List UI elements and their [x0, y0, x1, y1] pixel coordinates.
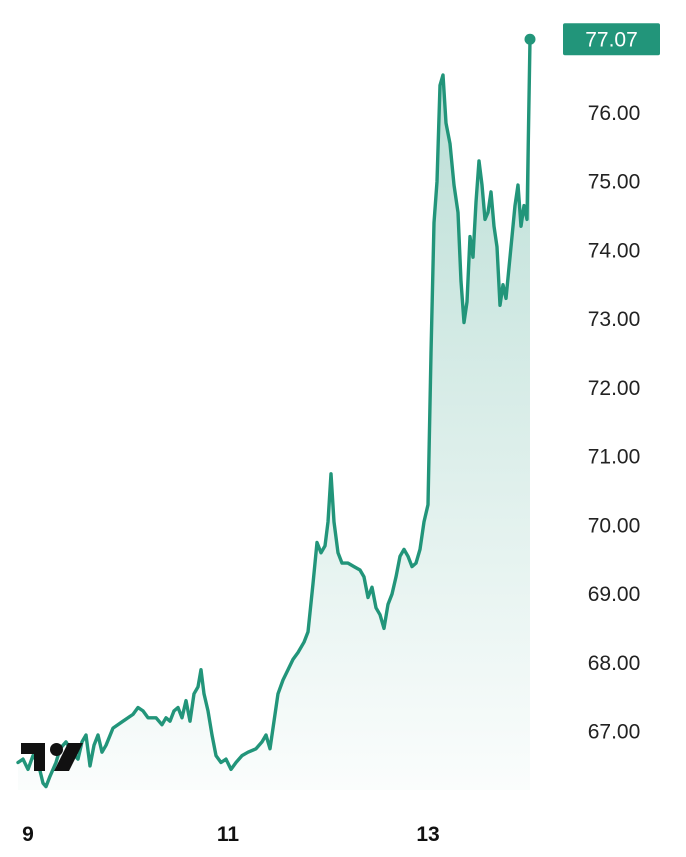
- y-tick-label: 67.00: [588, 721, 641, 744]
- y-tick-label: 71.00: [588, 446, 641, 469]
- last-price-label: 77.07: [585, 28, 638, 51]
- tradingview-logo-icon: [21, 743, 83, 771]
- y-tick-label: 70.00: [588, 514, 641, 537]
- y-tick-label: 73.00: [588, 308, 641, 331]
- y-axis: 67.00 68.00 69.00 70.00 71.00 72.00 73.00 74.00…: [588, 102, 641, 744]
- y-tick-label: 72.00: [588, 377, 641, 400]
- series-area: [18, 39, 530, 791]
- last-price-dot: [524, 33, 536, 45]
- tradingview-logo-slash: [54, 743, 83, 771]
- y-tick-label: 75.00: [588, 171, 641, 194]
- series-line: [16, 37, 532, 789]
- last-price-badge-bg: [563, 23, 660, 56]
- x-tick-label: 13: [416, 823, 439, 846]
- y-tick-label: 69.00: [588, 583, 641, 606]
- y-tick-label: 74.00: [588, 239, 641, 262]
- y-tick-label: 76.00: [588, 102, 641, 125]
- x-tick-label: 11: [217, 823, 240, 846]
- x-axis: 9 11 13: [22, 823, 440, 846]
- x-tick-label: 9: [22, 823, 34, 846]
- tradingview-logo-dot: [50, 743, 63, 756]
- tradingview-logo-t: [21, 743, 45, 771]
- y-tick-label: 68.00: [588, 652, 641, 675]
- last-price-badge: 77.07: [563, 23, 660, 56]
